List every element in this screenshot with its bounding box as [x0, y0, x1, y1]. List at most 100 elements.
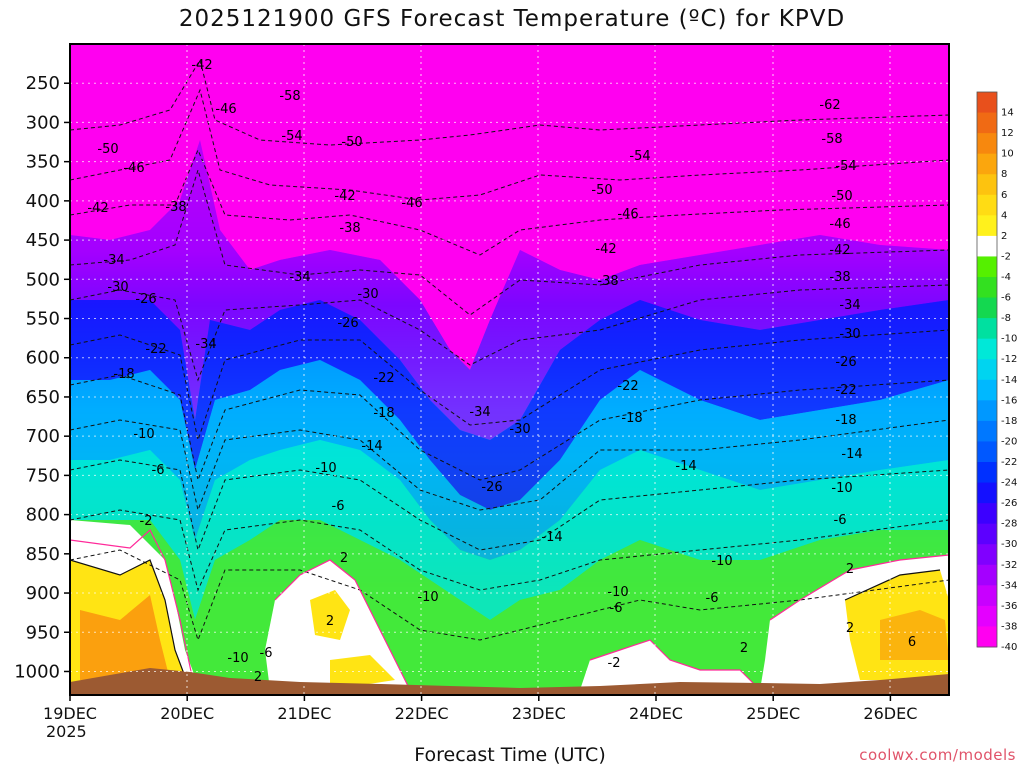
contour-label: -42 [191, 58, 212, 73]
y-tick-label: 700 [26, 426, 60, 447]
contour-label: -30 [509, 422, 530, 437]
contour-label: 2 [846, 621, 854, 636]
colorbar-label: -14 [1001, 375, 1017, 386]
vertical-gridlines [186, 44, 891, 695]
y-tick-label: 950 [26, 622, 60, 643]
colorbar-label: -34 [1001, 580, 1017, 591]
colorbar-swatch [977, 626, 997, 648]
contour-label: -18 [621, 411, 642, 426]
y-tick-label: 800 [26, 505, 60, 526]
magenta-region [70, 44, 949, 370]
contour-label: -6 [706, 591, 719, 606]
contour-label: -50 [591, 183, 612, 198]
colorbar-label: -4 [1001, 272, 1011, 283]
y-tick-label: 450 [26, 230, 60, 251]
contour-label: -14 [675, 459, 696, 474]
contour-label: -34 [289, 270, 310, 285]
y-tick-label: 900 [26, 583, 60, 604]
contour-label: -38 [597, 274, 618, 289]
contour-label: 6 [908, 635, 916, 650]
contour-label: -58 [279, 89, 300, 104]
lightblue-band [70, 360, 949, 560]
y-tick-label: 250 [26, 73, 60, 94]
colorbar-label: -24 [1001, 478, 1017, 489]
horizontal-gridlines [70, 82, 949, 672]
colorbar-swatch [977, 133, 997, 155]
colorbar: 14 12 10 8 6 4 2 -2 -4 -6 -8 -10 -12 -14 -16 -18 -20 -22 -… [976, 91, 1017, 653]
contour-label: -14 [361, 439, 382, 454]
contour-label: -10 [133, 427, 154, 442]
x-axis-year: 2025 [46, 722, 87, 741]
colorbar-label: 6 [1001, 190, 1007, 201]
colorbar-label: 2 [1001, 231, 1007, 242]
colorbar-swatch [977, 92, 997, 114]
contour-label: -2 [140, 514, 153, 529]
colorbar-swatch [977, 277, 997, 299]
orange-region-left [80, 595, 170, 680]
contour-label: -54 [281, 129, 302, 144]
plot-area: -42 -46 -58 -54 -50 -50 -46 -42 -38 -42 -46 -38 -54 -… [70, 44, 949, 695]
y-tick-label: 600 [26, 348, 60, 369]
contour-label: -18 [373, 406, 394, 421]
colorbar-swatch [977, 400, 997, 422]
contour-label: -34 [195, 337, 216, 352]
credit-text: coolwx.com/models [859, 746, 1016, 764]
colorbar-swatch [977, 605, 997, 627]
contour-label: -10 [227, 651, 248, 666]
colorbar-frame [976, 91, 998, 648]
colorbar-swatch [977, 318, 997, 340]
colorbar-label: -32 [1001, 560, 1017, 571]
colorbar-label: -2 [1001, 251, 1011, 262]
x-tick-label: 25DEC [746, 704, 800, 723]
yellow-region-mid [310, 590, 350, 640]
white-region-center [580, 640, 760, 690]
colorbar-swatch [977, 194, 997, 216]
contour-label: -22 [145, 342, 166, 357]
terrain [70, 668, 949, 695]
contour-label: -10 [711, 554, 732, 569]
contour-label: -42 [87, 201, 108, 216]
contour-label: -42 [829, 243, 850, 258]
purple-band [70, 140, 949, 440]
colorbar-swatch [977, 256, 997, 278]
contour-label: -54 [629, 149, 650, 164]
colorbar-label: -26 [1001, 498, 1017, 509]
contour-label: -46 [617, 207, 638, 222]
contour-label: -38 [339, 221, 360, 236]
colorbar-label: -20 [1001, 436, 1017, 447]
freezing-lines [70, 529, 949, 691]
colorbar-label: -36 [1001, 601, 1017, 612]
yellow-region-mid2 [330, 655, 395, 690]
x-tick-label: 21DEC [277, 704, 331, 723]
contour-label: 2 [846, 562, 854, 577]
contour-label: 2 [326, 614, 334, 629]
colorbar-swatch [977, 235, 997, 257]
contour-label: -42 [595, 242, 616, 257]
colorbar-swatch [977, 420, 997, 442]
colorbar-swatch [977, 359, 997, 381]
contour-label: -38 [165, 200, 186, 215]
colorbar-label: 4 [1001, 210, 1007, 221]
x-tick-label: 26DEC [863, 704, 917, 723]
x-tick-label: 23DEC [512, 704, 566, 723]
x-tick-label: 22DEC [395, 704, 449, 723]
contour-label: -26 [135, 292, 156, 307]
contour-label: -50 [341, 135, 362, 150]
contour-label: -30 [357, 287, 378, 302]
orange-region-right [880, 610, 949, 660]
contour-label: -34 [839, 298, 860, 313]
y-tick-label: 500 [26, 269, 60, 290]
contour-label: -50 [831, 189, 852, 204]
contour-label: 2 [740, 641, 748, 656]
contour-label: -46 [401, 196, 422, 211]
contour-label: -10 [607, 585, 628, 600]
y-tick-label: 650 [26, 387, 60, 408]
colorbar-label: -6 [1001, 293, 1011, 304]
colorbar-swatch [977, 585, 997, 607]
plot-frame [69, 43, 950, 696]
colorbar-swatch [977, 215, 997, 237]
contour-label: -22 [835, 383, 856, 398]
contour-label: -46 [123, 161, 144, 176]
colorbar-label: -18 [1001, 416, 1017, 427]
x-tick-label: 24DEC [629, 704, 683, 723]
